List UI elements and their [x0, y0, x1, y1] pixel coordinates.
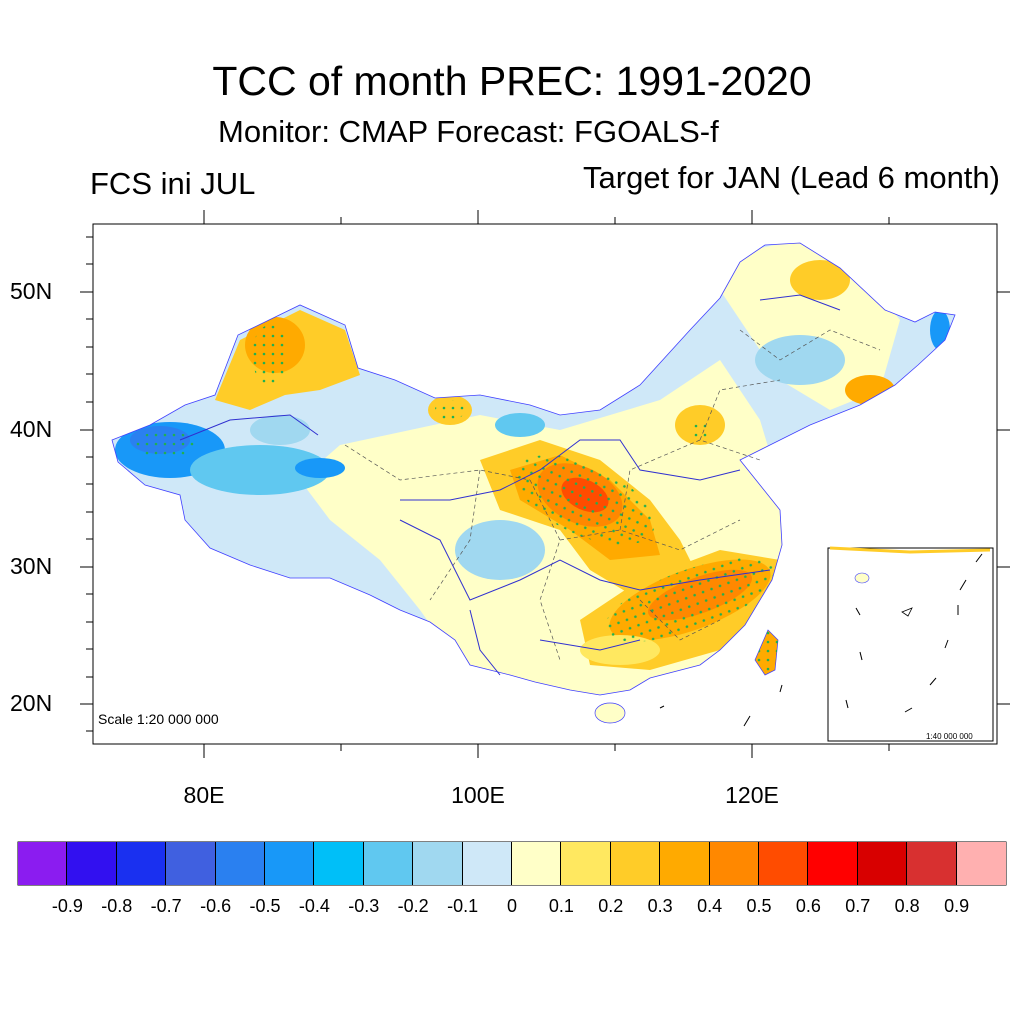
colorbar-segment: [660, 842, 710, 885]
lon-label-120e: 120E: [725, 782, 779, 808]
colorbar-label: 0.8: [894, 896, 920, 916]
lat-label-30n: 30N: [10, 553, 53, 579]
colorbar-label: -0.4: [298, 896, 330, 916]
colorbar-segment: [265, 842, 315, 885]
province-borders: [344, 329, 881, 661]
colorbar-segment: [314, 842, 364, 885]
colorbar-segment: [116, 842, 167, 885]
colorbar-segment: [610, 842, 661, 885]
colorbar-label: 0.7: [845, 896, 871, 916]
lon-label-100e: 100E: [451, 782, 505, 808]
colorbar-label: -0.1: [447, 896, 479, 916]
colorbar-label: -0.9: [51, 896, 83, 916]
hainan-island: [594, 702, 626, 724]
island-marks: [659, 684, 783, 727]
colorbar-segment: [907, 842, 957, 885]
colorbar-segment: [363, 842, 414, 885]
scale-label: Scale 1:20 000 000: [98, 711, 219, 727]
lon-label-80e: 80E: [183, 782, 225, 808]
colorbar-label: 0: [506, 896, 517, 916]
target-label: Target for JAN (Lead 6 month): [583, 160, 1000, 195]
colorbar-label: 0.6: [795, 896, 821, 916]
colorbar-label: -0.3: [348, 896, 380, 916]
inset-scale-label: 1:40 000 000: [926, 732, 973, 741]
colorbar-segment: [67, 842, 117, 885]
colorbar-segment: [413, 842, 463, 885]
colorbar-label: 0.3: [647, 896, 673, 916]
china-outline: [111, 242, 956, 696]
colorbar-label: -0.2: [397, 896, 429, 916]
colorbar-label: 0.4: [697, 896, 723, 916]
colorbar-label: -0.5: [249, 896, 281, 916]
initialization-label: FCS ini JUL: [90, 166, 256, 201]
colorbar-label: 0.1: [548, 896, 574, 916]
colorbar-label: -0.8: [101, 896, 133, 916]
colorbar-segment: [956, 842, 1006, 885]
colorbar-segment: [561, 842, 611, 885]
longitude-ticks: [203, 210, 890, 758]
lat-label-50n: 50N: [10, 278, 53, 304]
colorbar-segment: [759, 842, 809, 885]
south-china-sea-inset: [827, 547, 994, 742]
latitude-ticks: [80, 236, 1010, 732]
rivers: [179, 294, 841, 676]
colorbar-segment: [18, 842, 68, 885]
colorbar-label: 0.5: [746, 896, 772, 916]
colorbar-segment: [512, 842, 562, 885]
colorbar-label: -0.6: [200, 896, 232, 916]
colorbar-label: -0.7: [150, 896, 182, 916]
lat-label-40n: 40N: [10, 416, 53, 442]
map-title: TCC of month PREC: 1991-2020: [212, 58, 812, 104]
colorbar-segment: [709, 842, 759, 885]
colorbar-segment: [462, 842, 512, 885]
colorbar-label: 0.2: [598, 896, 624, 916]
colorbar-label: 0.9: [944, 896, 970, 916]
inset-boundary-marks: [845, 553, 983, 713]
colorbar-segment: [857, 842, 908, 885]
colorbar-segment: [215, 842, 265, 885]
map-subtitle: Monitor: CMAP Forecast: FGOALS-f: [218, 114, 719, 149]
colorbar-segment: [166, 842, 216, 885]
lat-label-20n: 20N: [10, 690, 53, 716]
colorbar-segment: [808, 842, 858, 885]
